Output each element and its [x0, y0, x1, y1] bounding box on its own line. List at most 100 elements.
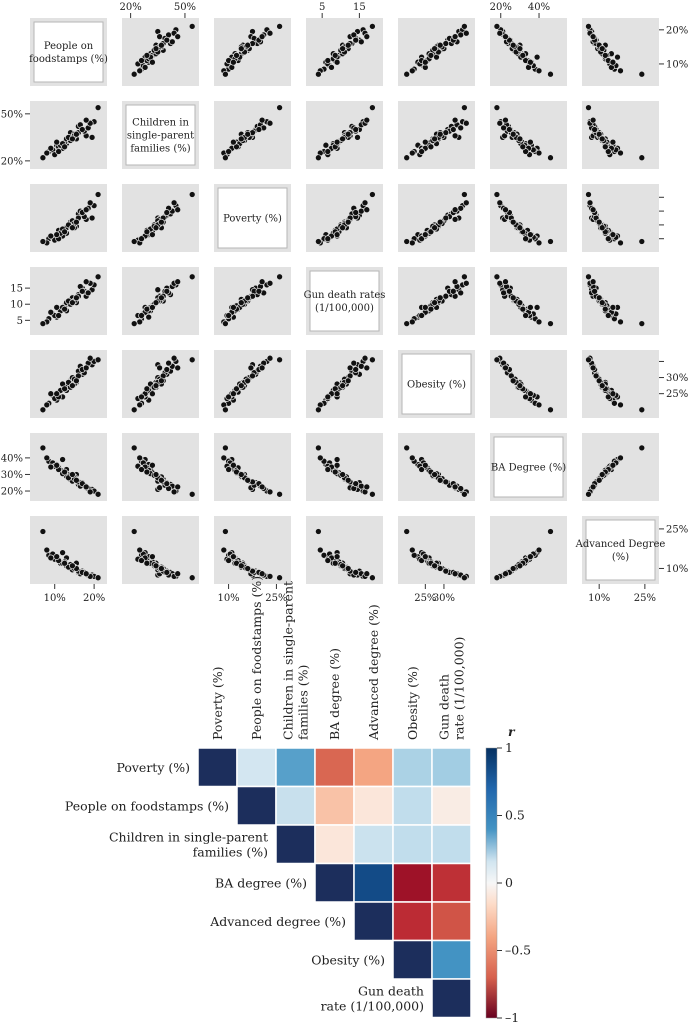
scatter-point: [509, 294, 517, 302]
scatter-point: [496, 199, 504, 207]
variable-label: families (%): [130, 144, 190, 155]
row-label: Advanced degree (%): [209, 914, 346, 929]
scatter-point: [69, 299, 76, 306]
scatter-point: [638, 406, 646, 414]
scatter-point: [225, 312, 232, 319]
scatter-point: [339, 562, 346, 570]
scatter-point: [527, 138, 534, 146]
scatter-point: [158, 41, 165, 49]
diagonal-label-box: [125, 104, 196, 166]
splom-panel-5-1: [122, 433, 199, 501]
heatmap-cell-5-5: [392, 939, 433, 980]
scatter-point: [352, 569, 360, 576]
scatter-point: [73, 476, 80, 484]
scatter-point: [369, 191, 376, 198]
scatter-point: [344, 218, 352, 226]
splom-panel-4-0: [30, 350, 107, 418]
scatter-point: [53, 553, 61, 560]
scatter-point: [47, 308, 55, 316]
scatter-point: [516, 135, 524, 143]
splom-panel-3-0: [30, 267, 107, 335]
scatter-point: [47, 463, 55, 471]
scatter-point: [403, 528, 411, 535]
scatter-point: [350, 359, 358, 367]
scatter-point: [82, 116, 90, 124]
scatter-point: [442, 129, 450, 136]
scatter-point: [143, 52, 151, 59]
scatter-point: [163, 287, 171, 295]
scatter-point: [516, 45, 524, 52]
scatter-point: [403, 70, 411, 78]
scatter-point: [258, 364, 266, 372]
scatter-point: [457, 204, 465, 212]
scatter-point: [421, 304, 429, 311]
scatter-point: [130, 238, 138, 245]
scatter-point: [174, 570, 182, 578]
tick-label: 20%: [1, 487, 23, 498]
column-label: BA degree (%): [327, 648, 342, 740]
scatter-point: [47, 232, 55, 240]
scatter-point: [595, 476, 603, 484]
splom-panel-2-4: [398, 184, 475, 252]
colorbar-tick-label: –1: [505, 1010, 519, 1025]
scatter-point: [266, 279, 274, 287]
scatter-point: [502, 278, 509, 286]
left-axis-5: 20% 30% 40%: [1, 453, 30, 498]
scatter-point: [461, 273, 468, 281]
scatter-point: [522, 393, 529, 401]
scatter-point: [535, 67, 543, 75]
scatter-point: [442, 292, 450, 300]
scatter-point: [333, 138, 341, 146]
tick-label: 25%: [414, 593, 436, 604]
scatter-point: [585, 490, 592, 498]
scatter-point: [82, 206, 90, 214]
scatter-point: [266, 119, 274, 127]
scatter-point: [604, 312, 612, 319]
scatter-point: [258, 33, 266, 40]
scatter-point: [502, 364, 509, 372]
scatter-point: [244, 130, 252, 138]
scatter-point: [156, 484, 163, 492]
scatter-point: [143, 305, 151, 313]
column-label: Gun death: [437, 674, 452, 740]
scatter-point: [522, 312, 529, 319]
scatter-point: [609, 461, 617, 469]
scatter-point: [457, 124, 465, 132]
scatter-point: [535, 546, 543, 554]
scatter-point: [141, 64, 149, 71]
scatter-point: [152, 471, 160, 478]
left-axis-3: 5 10 15: [10, 284, 30, 327]
scatter-point: [149, 461, 156, 469]
heatmap-cell-3-3: [314, 862, 355, 903]
scatter-point: [595, 130, 603, 138]
scatter-point: [138, 557, 145, 564]
scatter-point: [249, 372, 256, 380]
scatter-point: [344, 130, 352, 138]
scatter-point: [315, 406, 322, 414]
heatmap-cell-2-4: [353, 824, 394, 865]
scatter-point: [61, 559, 68, 567]
row-label: families (%): [193, 844, 268, 859]
scatter-point: [408, 149, 416, 157]
variable-label: Poverty (%): [223, 214, 282, 225]
scatter-point: [527, 231, 534, 238]
splom-panel-1-2: [214, 101, 291, 169]
heatmap-cell-6-6: [431, 978, 472, 1019]
scatter-point: [339, 471, 346, 478]
scatter-point: [363, 116, 371, 124]
scatter-point: [73, 377, 80, 385]
scatter-point: [230, 304, 237, 311]
scatterplot-matrix: People on foodstamps (%) Children in single…: [1, 2, 688, 604]
scatter-point: [324, 235, 332, 243]
scatter-point: [493, 23, 501, 30]
heatmap-cell-3-6: [431, 862, 472, 903]
scatter-point: [170, 488, 178, 496]
scatter-point: [59, 456, 66, 463]
splom-panel-5-4: [398, 433, 475, 501]
scatter-point: [138, 57, 145, 64]
scatter-point: [461, 574, 468, 582]
scatter-point: [363, 483, 371, 491]
scatter-point: [442, 40, 450, 47]
bottom-axis-0: 10% 20%: [44, 584, 105, 604]
scatter-point: [617, 67, 624, 75]
